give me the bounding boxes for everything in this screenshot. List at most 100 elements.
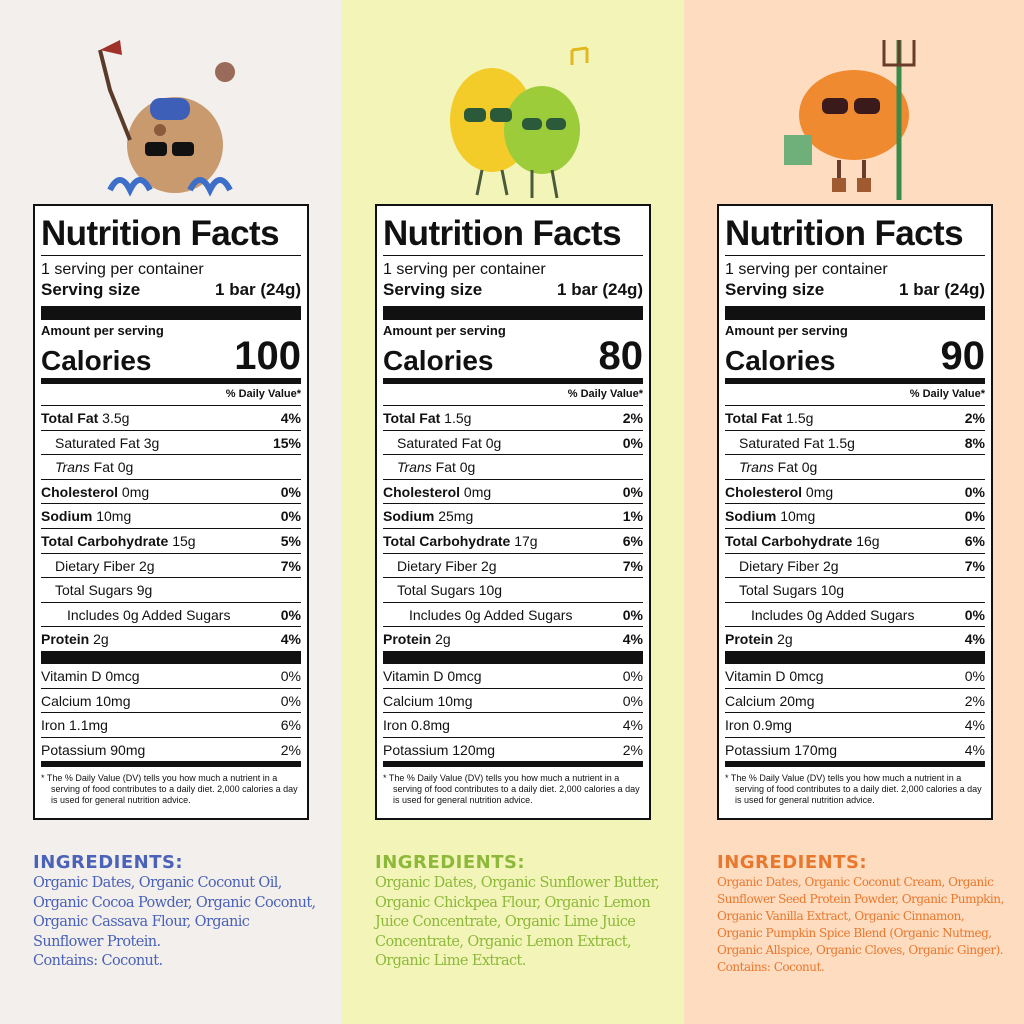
nutrient-name: Sodium 10mg (725, 504, 815, 528)
nutrient-dv: 0% (622, 606, 643, 623)
vitamin-dv: 4% (964, 717, 985, 734)
nutrient-bold: Protein (725, 631, 774, 648)
nutrient-italic: Trans (397, 459, 432, 476)
nutrient-name: Total Sugars 10g (383, 578, 502, 602)
nutrient-bold: Sodium (383, 508, 435, 525)
nutrient-amount: Total Sugars 9g (55, 582, 153, 599)
daily-value-header: % Daily Value* (567, 388, 643, 400)
vitamin-dv: 0% (622, 692, 643, 709)
nutrient-row: Dietary Fiber 2g 7% (41, 552, 301, 578)
nutrient-dv: 4% (280, 410, 301, 426)
ingredients-list: Organic Dates, Organic Sunflower Butter,… (375, 875, 660, 969)
nutrient-amount: 0mg (802, 483, 834, 500)
nutrient-row: Includes 0g Added Sugars 0% (383, 601, 643, 627)
calories-value: 90 (940, 334, 986, 378)
vitamin-dv: 0% (280, 667, 301, 684)
vitamin-row: Vitamin D 0mcg 0% (41, 662, 301, 688)
nutrient-amount: Dietary Fiber 2g (397, 557, 497, 574)
nutrient-row: Cholesterol 0mg 0% (725, 478, 985, 504)
nutrient-name: Cholesterol 0mg (41, 480, 149, 504)
nutrient-row: Dietary Fiber 2g 7% (725, 552, 985, 578)
amount-per-serving: Amount per serving (41, 323, 164, 338)
nutrient-amount: 0mg (118, 483, 150, 500)
daily-value-header: % Daily Value* (909, 388, 985, 400)
nutrient-row: Total Sugars 10g (725, 577, 985, 602)
nutrient-bold: Cholesterol (383, 483, 461, 500)
nutrient-dv: 4% (280, 631, 301, 648)
vitamin-dv: 0% (622, 667, 643, 684)
serving-size: Serving size 1 bar (24g) (725, 280, 985, 300)
nutrient-name: Total Carbohydrate 15g (41, 529, 196, 553)
nutrient-amount: Saturated Fat 3g (55, 434, 160, 451)
vitamin-row: Iron 0.9mg 4% (725, 712, 985, 737)
vitamin-dv: 2% (622, 741, 643, 758)
ingredients-heading: INGREDIENTS: (375, 852, 526, 873)
serving-size: Serving size 1 bar (24g) (383, 280, 643, 300)
vitamin-row: Calcium 10mg 0% (41, 687, 301, 713)
nutrient-dv: 4% (622, 631, 643, 648)
vitamin-name: Calcium 10mg (383, 692, 473, 709)
nutrient-row: Protein 2g 4% (41, 626, 301, 651)
divider (41, 378, 301, 384)
nutrient-row: Protein 2g 4% (725, 626, 985, 651)
nutrient-row: Sodium 10mg 0% (725, 503, 985, 528)
coconut-character-icon (98, 40, 235, 197)
nutrient-name: Dietary Fiber 2g (383, 554, 497, 578)
vitamin-dv: 6% (280, 717, 301, 734)
vitamin-name: Iron 0.8mg (383, 717, 450, 734)
nutrient-name: Trans Fat 0g (383, 455, 475, 479)
nutrient-bold: Total Fat (41, 410, 99, 426)
nutrient-row: Dietary Fiber 2g 7% (383, 552, 643, 578)
ingredients: INGREDIENTS: Organic Dates, Organic Coco… (33, 852, 323, 972)
vitamin-row: Potassium 90mg 2% (41, 736, 301, 762)
vitamin-row: Potassium 120mg 2% (383, 736, 643, 762)
nutrient-bold: Cholesterol (41, 483, 119, 500)
nutrient-dv: 7% (622, 557, 643, 574)
vitamin-name: Calcium 10mg (41, 692, 131, 709)
vitamin-dv: 0% (964, 667, 985, 684)
nutrient-name: Protein 2g (725, 627, 793, 651)
footnote: * The % Daily Value (DV) tells you how m… (41, 773, 298, 806)
nutrient-bold: Total Carbohydrate (725, 532, 853, 549)
nutrient-dv: 0% (964, 483, 985, 500)
vitamin-dv: 2% (280, 741, 301, 758)
nutrient-italic: Trans (739, 459, 774, 476)
pumpkin-farmer-character-icon (784, 40, 916, 200)
vitamin-row: Potassium 170mg 4% (725, 736, 985, 762)
ingredients-heading: INGREDIENTS: (717, 852, 868, 873)
serving-size-value: 1 bar (24g) (899, 280, 985, 299)
nutrient-dv: 0% (964, 606, 985, 623)
ingredients-list: Organic Dates, Organic Coconut Oil, Orga… (33, 875, 316, 950)
calories-value: 100 (234, 334, 301, 378)
product-panel-coconut: Nutrition Facts 1 serving per container … (0, 0, 342, 1024)
nutrient-amount: Fat 0g (89, 459, 134, 476)
vitamin-dv: 4% (964, 741, 985, 758)
lemon-lime-character-icon (450, 46, 589, 199)
serving-size-label: Serving size (383, 280, 483, 299)
calories-label: Calories (383, 345, 494, 376)
nutrient-name: Total Carbohydrate 17g (383, 529, 538, 553)
nutrient-dv: 8% (964, 434, 985, 451)
nutrient-italic: Trans (55, 459, 90, 476)
nutrient-name: Total Fat 1.5g (383, 406, 471, 430)
nutrient-row: Saturated Fat 3g 15% (41, 429, 301, 455)
nutrient-name: Saturated Fat 1.5g (725, 431, 855, 455)
nutrient-dv: 0% (622, 434, 643, 451)
nutrient-dv: 2% (622, 410, 643, 426)
vitamin-name: Potassium 90mg (41, 741, 146, 758)
allergen-contains: Contains: Coconut. (717, 960, 825, 974)
nutrient-amount: Dietary Fiber 2g (739, 557, 839, 574)
nutrient-bold: Total Fat (383, 410, 441, 426)
nutrient-bold: Protein (41, 631, 90, 648)
label-title: Nutrition Facts (41, 206, 301, 256)
divider (725, 378, 985, 384)
ingredients-list: Organic Dates, Organic Coconut Cream, Or… (717, 875, 1004, 957)
vitamin-name: Potassium 120mg (383, 741, 496, 758)
nutrient-dv: 0% (280, 606, 301, 623)
nutrient-dv: 0% (622, 483, 643, 500)
nutrient-row: Total Carbohydrate 16g 6% (725, 527, 985, 553)
nutrient-row: Includes 0g Added Sugars 0% (725, 601, 985, 627)
nutrient-name: Trans Fat 0g (725, 455, 817, 479)
calories-value: 80 (598, 334, 644, 378)
nutrient-name: Cholesterol 0mg (725, 480, 833, 504)
